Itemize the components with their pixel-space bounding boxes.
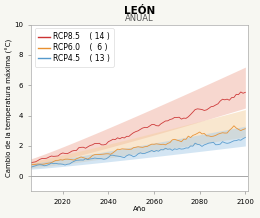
X-axis label: Año: Año: [132, 206, 146, 213]
Text: ANUAL: ANUAL: [125, 14, 153, 23]
Title: LEÓN: LEÓN: [124, 5, 155, 15]
Legend: RCP8.5    ( 14 ), RCP6.0    (  6 ), RCP4.5    ( 13 ): RCP8.5 ( 14 ), RCP6.0 ( 6 ), RCP4.5 ( 13…: [35, 29, 114, 67]
Y-axis label: Cambio de la temperatura máxima (°C): Cambio de la temperatura máxima (°C): [5, 39, 13, 177]
